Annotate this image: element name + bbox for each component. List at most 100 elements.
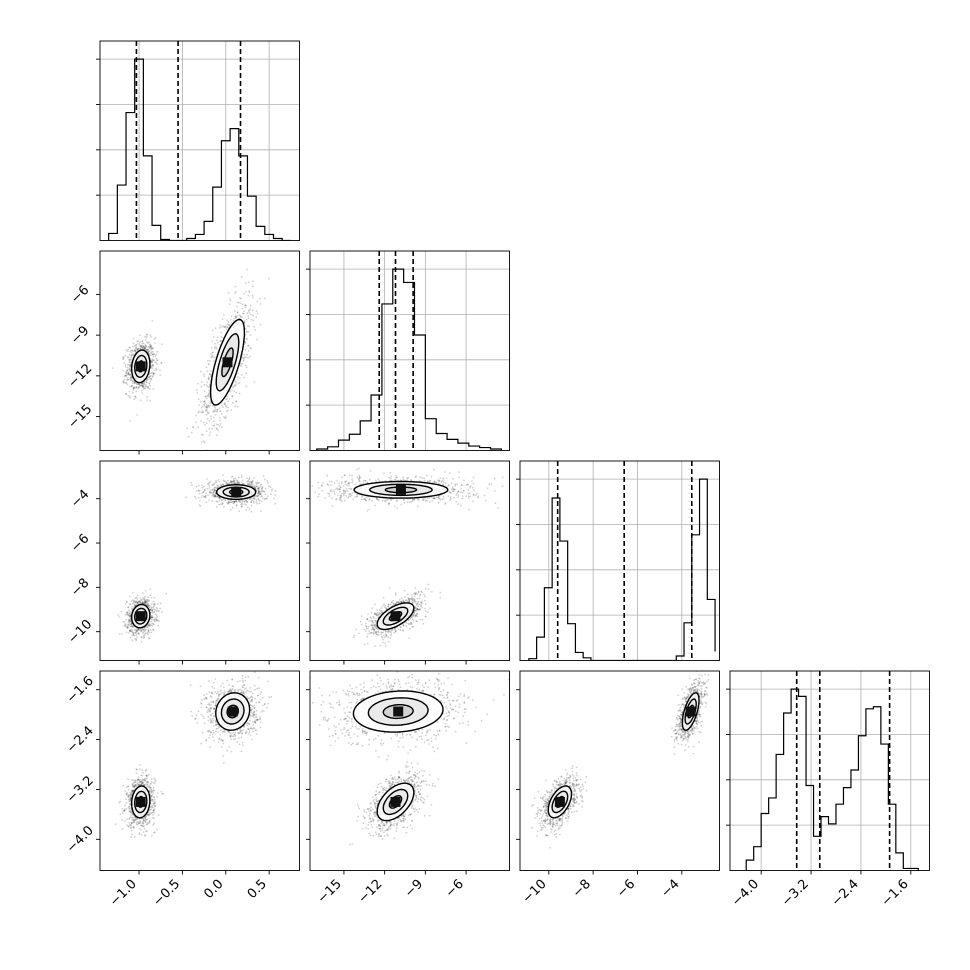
sample-point	[130, 630, 133, 633]
sample-point	[223, 506, 225, 508]
sample-point	[148, 623, 150, 626]
sample-point	[137, 629, 140, 631]
sample-point	[127, 825, 130, 827]
sample-point	[157, 359, 159, 362]
sample-point	[134, 350, 137, 353]
sample-point	[208, 363, 211, 366]
sample-point	[135, 821, 138, 824]
sample-point	[198, 500, 201, 502]
sample-point	[241, 312, 244, 315]
sample-point	[241, 363, 244, 365]
sample-point	[142, 344, 145, 347]
sample-point	[153, 619, 156, 622]
sample-point	[149, 344, 151, 346]
sample-point	[212, 483, 215, 485]
sample-point	[208, 484, 211, 487]
sample-point	[250, 698, 253, 701]
sample-point	[154, 805, 157, 807]
sample-point	[256, 718, 259, 721]
sample-point	[200, 496, 203, 499]
sample-point	[254, 328, 257, 331]
sample-point	[132, 632, 135, 635]
sample-point	[256, 481, 259, 484]
sample-point	[127, 624, 130, 626]
sample-point	[137, 383, 140, 385]
sample-point	[129, 350, 132, 353]
hist-outline-1	[316, 268, 502, 451]
sample-point	[148, 785, 151, 787]
sample-point	[130, 385, 133, 387]
sample-point	[211, 488, 214, 491]
sample-point	[137, 387, 139, 389]
sample-point	[210, 713, 213, 716]
sample-point	[255, 483, 258, 485]
sample-point	[264, 497, 267, 500]
sample-point	[246, 325, 249, 327]
sample-point	[125, 601, 128, 604]
sample-point	[147, 342, 149, 345]
sample-point	[227, 400, 230, 403]
sample-point	[131, 349, 134, 352]
sample-point	[150, 791, 153, 793]
sample-point	[128, 817, 131, 820]
sample-point	[143, 348, 146, 350]
sample-point	[131, 382, 134, 384]
sample-point	[244, 676, 247, 678]
sample-point	[137, 628, 140, 631]
sample-point	[130, 623, 132, 626]
sample-point	[139, 344, 142, 347]
sample-point	[202, 373, 205, 376]
sample-point	[150, 631, 153, 633]
sample-point	[209, 695, 212, 698]
sample-point	[192, 425, 194, 428]
sample-point	[220, 413, 223, 416]
sample-point	[201, 492, 204, 494]
sample-point	[217, 429, 220, 432]
density-peak-0-1-1	[222, 357, 233, 368]
hist-outline-3	[745, 688, 919, 871]
sample-point	[148, 604, 151, 607]
sample-point	[147, 629, 150, 632]
sample-point	[137, 601, 139, 604]
sample-point	[142, 346, 145, 348]
sample-point	[214, 495, 217, 498]
sample-point	[240, 691, 243, 693]
sample-point	[130, 629, 132, 631]
sample-point	[211, 405, 214, 407]
sample-point	[128, 367, 131, 370]
sample-point	[212, 416, 215, 419]
sample-point	[258, 487, 261, 489]
sample-point	[195, 490, 198, 492]
sample-point	[145, 381, 148, 384]
sample-point	[130, 623, 133, 626]
sample-point	[133, 785, 136, 787]
sample-point	[227, 292, 230, 294]
sample-point	[132, 790, 135, 793]
sample-point	[231, 395, 234, 398]
sample-point	[123, 809, 126, 812]
sample-point	[151, 609, 154, 611]
sample-point	[244, 342, 247, 344]
sample-point	[238, 482, 241, 485]
sample-point	[231, 389, 233, 391]
sample-point	[150, 361, 153, 364]
sample-point	[143, 386, 146, 389]
sample-point	[227, 501, 230, 504]
sample-point	[213, 356, 216, 359]
sample-point	[130, 829, 133, 832]
sample-point	[215, 721, 218, 724]
sample-point	[261, 500, 263, 503]
sample-point	[140, 780, 143, 782]
sample-point	[263, 490, 265, 493]
sample-point	[153, 822, 156, 825]
sample-point	[134, 382, 136, 385]
sample-point	[137, 347, 140, 350]
sample-point	[145, 774, 148, 777]
sample-point	[206, 385, 209, 388]
sample-point	[149, 380, 152, 382]
sample-point	[246, 312, 249, 315]
sample-point	[140, 783, 143, 785]
sample-point	[216, 487, 219, 489]
sample-point	[151, 616, 153, 619]
sample-point	[209, 718, 212, 720]
